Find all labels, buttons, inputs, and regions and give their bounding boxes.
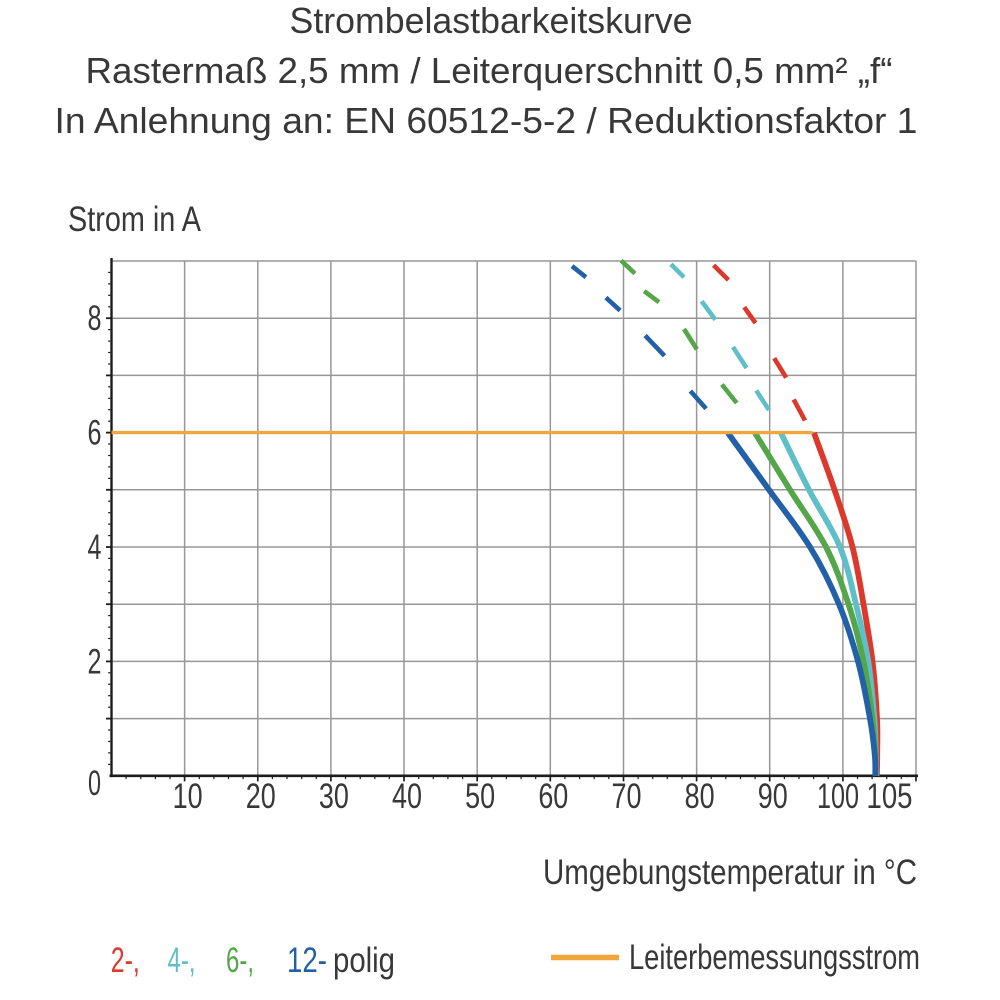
svg-text:12-: 12- [287, 941, 327, 980]
svg-text:30: 30 [319, 777, 349, 816]
svg-text:2: 2 [88, 642, 102, 681]
svg-text:50: 50 [465, 777, 495, 816]
svg-text:Umgebungstemperatur in °C: Umgebungstemperatur in °C [543, 853, 917, 892]
svg-text:In Anlehnung an: EN 60512-5-2: In Anlehnung an: EN 60512-5-2 / Reduktio… [55, 100, 918, 141]
svg-text:Leiterbemessungsstrom: Leiterbemessungsstrom [629, 938, 920, 977]
svg-text:60: 60 [538, 777, 568, 816]
svg-text:100: 100 [817, 777, 859, 816]
svg-text:Strombelastbarkeitskurve: Strombelastbarkeitskurve [290, 0, 693, 41]
svg-text:10: 10 [173, 777, 203, 816]
svg-text:8: 8 [88, 299, 102, 338]
svg-text:Strom in A: Strom in A [68, 200, 202, 239]
svg-text:40: 40 [392, 777, 422, 816]
svg-text:20: 20 [246, 777, 276, 816]
svg-text:0: 0 [88, 764, 101, 803]
svg-text:6-,: 6-, [226, 941, 254, 980]
svg-text:105: 105 [867, 777, 913, 816]
svg-text:90: 90 [758, 777, 788, 816]
svg-text:4: 4 [88, 528, 102, 567]
svg-text:2-,: 2-, [111, 941, 140, 980]
svg-text:4-,: 4-, [168, 941, 196, 980]
svg-text:polig: polig [333, 941, 395, 980]
svg-text:6: 6 [88, 414, 102, 453]
svg-text:Rastermaß 2,5 mm / Leiterquers: Rastermaß 2,5 mm / Leiterquerschnitt 0,5… [86, 50, 893, 91]
svg-text:70: 70 [611, 777, 641, 816]
svg-text:80: 80 [685, 777, 715, 816]
